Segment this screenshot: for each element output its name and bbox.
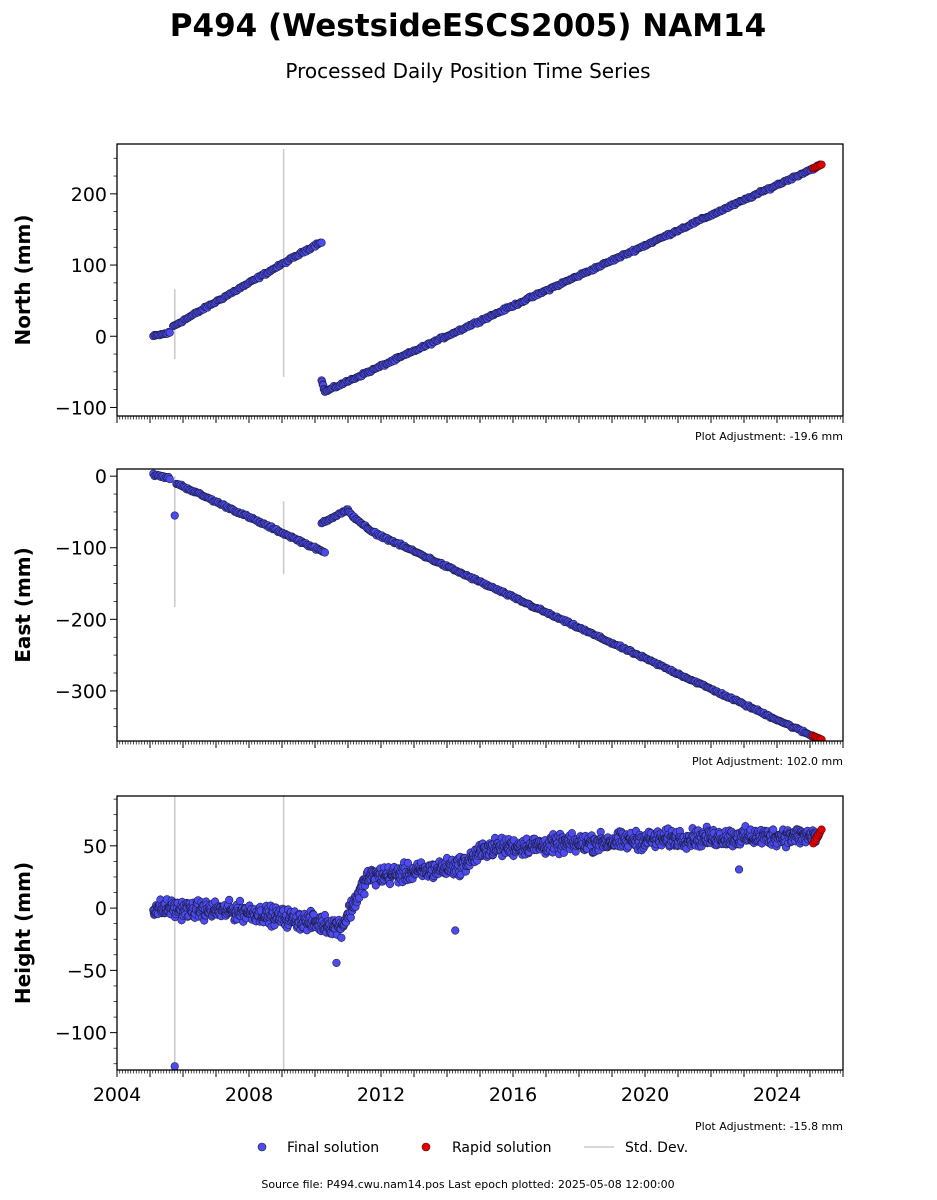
east-y-tick-label: −200 <box>55 609 107 631</box>
height-axis-label: Height (mm) <box>11 862 35 1004</box>
north-panel: −100 0 100 200 North (mm) Plot Adjustment: -1… <box>11 143 844 443</box>
east-final-point <box>320 548 329 557</box>
chart-subtitle: Processed Daily Position Time Series <box>285 59 650 83</box>
x-tick-label: 2004 <box>93 1084 141 1106</box>
x-tick-label: 2016 <box>489 1084 537 1106</box>
height-final-point <box>346 913 355 922</box>
height-y-tick-label: −50 <box>67 960 107 982</box>
north-final-point <box>317 238 326 247</box>
height-final-point <box>360 890 369 899</box>
east-axis-label: East (mm) <box>11 547 35 663</box>
height-final-point <box>337 933 346 942</box>
height-outlier-point <box>170 1062 179 1070</box>
north-y-tick-label: 100 <box>71 255 107 277</box>
north-y-tick-label: 0 <box>95 326 107 348</box>
height-y-tick-label: −100 <box>55 1023 107 1045</box>
height-outlier-point <box>332 958 341 967</box>
height-final-point <box>235 896 245 905</box>
height-rapid-point <box>817 825 826 834</box>
legend-final-marker <box>257 1142 267 1152</box>
x-tick-label: 2024 <box>753 1084 801 1106</box>
east-y-tick-label: −100 <box>55 538 107 560</box>
east-final-point <box>165 475 174 484</box>
height-final-point <box>225 895 234 905</box>
height-plot-adjustment: Plot Adjustment: -15.8 mm <box>695 1120 843 1133</box>
north-plot-adjustment: Plot Adjustment: -19.6 mm <box>695 430 843 443</box>
east-plot-area <box>149 469 826 741</box>
east-rapid-point <box>817 735 826 741</box>
height-outlier-point <box>451 926 460 935</box>
east-y-tick-label: −300 <box>55 681 107 703</box>
legend-rapid-marker <box>421 1142 431 1152</box>
north-y-tick-label: −100 <box>55 397 107 419</box>
legend-rapid-label: Rapid solution <box>452 1140 552 1156</box>
source-note: Source file: P494.cwu.nam14.pos Last epo… <box>261 1178 674 1191</box>
height-plot-area <box>149 796 826 1070</box>
legend-final-label: Final solution <box>287 1140 379 1156</box>
east-outlier-point <box>170 511 179 520</box>
north-axes-frame <box>116 143 844 417</box>
x-tick-label: 2012 <box>357 1084 405 1106</box>
north-axis-label: North (mm) <box>11 214 35 345</box>
height-final-point <box>403 858 412 868</box>
north-y-tick-label: 200 <box>71 184 107 206</box>
east-plot-adjustment: Plot Adjustment: 102.0 mm <box>692 755 843 768</box>
x-tick-label: 2008 <box>225 1084 273 1106</box>
height-y-tick-label: 0 <box>95 898 107 920</box>
north-rapid-point <box>817 160 826 169</box>
height-panel: −100 −50 0 50 2004 2008 2012 2016 2020 2024 Height… <box>11 795 844 1133</box>
north-final-point <box>165 328 174 337</box>
chart-title: P494 (WestsideESCS2005) NAM14 <box>170 8 766 44</box>
legend: Final solution Rapid solution Std. Dev. <box>257 1140 688 1156</box>
x-tick-label: 2020 <box>621 1084 669 1106</box>
east-panel: −300 −200 −100 0 East (mm) Plot Adjustment: 1… <box>11 466 844 768</box>
height-final-point <box>385 879 395 889</box>
east-y-tick-label: 0 <box>95 466 107 488</box>
legend-stddev-label: Std. Dev. <box>625 1140 688 1156</box>
north-plot-area <box>149 148 826 396</box>
height-y-tick-label: 50 <box>83 836 107 858</box>
height-outlier-point <box>734 865 744 874</box>
